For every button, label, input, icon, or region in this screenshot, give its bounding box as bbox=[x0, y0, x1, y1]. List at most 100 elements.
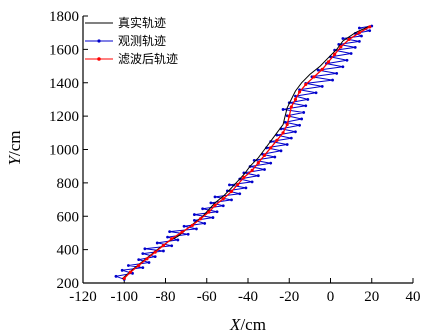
data-point bbox=[180, 230, 184, 234]
y-tick-labels: 200 400 600 800 1000 1200 1400 1600 1800 bbox=[49, 9, 79, 292]
legend-marker-filtered bbox=[97, 57, 101, 61]
data-point bbox=[269, 161, 273, 165]
x-tick-labels: -120 -100 -80 -60 -40 -20 0 20 40 bbox=[69, 289, 420, 305]
data-point bbox=[302, 111, 306, 114]
data-point bbox=[122, 276, 126, 280]
data-point bbox=[182, 224, 186, 228]
data-point bbox=[263, 168, 266, 171]
data-point bbox=[137, 258, 141, 262]
data-point bbox=[281, 108, 285, 111]
data-point bbox=[244, 186, 248, 190]
data-point bbox=[114, 274, 118, 278]
x-tick-label: -40 bbox=[238, 289, 258, 305]
data-point bbox=[326, 60, 331, 64]
data-point bbox=[262, 153, 267, 157]
data-point bbox=[201, 207, 205, 211]
y-axis-title: Y/cm bbox=[5, 131, 24, 166]
data-point bbox=[170, 237, 174, 241]
data-point bbox=[306, 98, 310, 101]
plot-area bbox=[82, 15, 414, 284]
legend-label-observed: 观测轨迹 bbox=[118, 34, 166, 48]
data-point bbox=[143, 247, 147, 251]
legend-label-filtered: 滤波后轨迹 bbox=[118, 52, 178, 66]
y-tick-label: 200 bbox=[57, 276, 80, 292]
data-point bbox=[368, 29, 372, 33]
data-point bbox=[357, 39, 361, 43]
data-point bbox=[198, 217, 203, 221]
data-point bbox=[190, 223, 194, 228]
data-point bbox=[341, 65, 345, 69]
data-point bbox=[289, 105, 293, 109]
y-tick-label: 1000 bbox=[49, 143, 79, 159]
y-tick-label: 1600 bbox=[49, 42, 79, 58]
data-point bbox=[236, 182, 240, 187]
y-tick-label: 800 bbox=[57, 176, 80, 192]
data-point bbox=[161, 243, 166, 248]
data-point bbox=[128, 270, 133, 274]
data-point bbox=[166, 235, 169, 239]
data-point bbox=[145, 257, 149, 261]
data-point bbox=[230, 198, 233, 202]
data-point bbox=[304, 104, 308, 108]
data-point bbox=[120, 268, 124, 272]
data-point bbox=[285, 122, 289, 127]
data-point bbox=[273, 155, 277, 159]
data-point bbox=[320, 67, 324, 71]
data-point bbox=[207, 210, 211, 214]
data-point bbox=[341, 37, 345, 40]
data-point bbox=[283, 120, 287, 124]
data-point bbox=[357, 26, 361, 30]
data-point bbox=[312, 75, 316, 79]
x-axis-label-var: X bbox=[229, 315, 241, 334]
data-point bbox=[353, 45, 357, 49]
data-point bbox=[349, 52, 353, 55]
data-point bbox=[360, 34, 363, 38]
data-point bbox=[176, 238, 180, 242]
y-tick-label: 600 bbox=[57, 209, 80, 225]
data-point bbox=[242, 175, 246, 180]
data-point bbox=[153, 250, 157, 254]
data-point bbox=[298, 123, 301, 127]
y-axis-label: Y/cm bbox=[5, 131, 24, 166]
data-point bbox=[213, 203, 217, 208]
data-point bbox=[126, 264, 130, 267]
y-tick-label: 1200 bbox=[49, 109, 79, 125]
data-point bbox=[289, 136, 293, 140]
data-point bbox=[339, 45, 343, 49]
y-tick-label: 1800 bbox=[49, 9, 79, 25]
data-point bbox=[192, 213, 196, 216]
legend-label-true: 真实轨迹 bbox=[118, 15, 166, 30]
data-point bbox=[213, 195, 217, 199]
data-point bbox=[137, 263, 141, 268]
data-point bbox=[287, 114, 291, 118]
data-point bbox=[168, 230, 172, 234]
x-tick-label: 20 bbox=[364, 289, 379, 305]
data-point bbox=[221, 197, 225, 201]
data-point bbox=[256, 161, 260, 165]
x-axis-label-unit: /cm bbox=[240, 315, 266, 334]
y-axis-label-var: Y bbox=[5, 154, 24, 165]
data-point bbox=[333, 52, 337, 56]
data-point bbox=[170, 244, 174, 248]
data-point bbox=[304, 82, 308, 87]
data-point bbox=[203, 222, 207, 225]
data-point bbox=[215, 210, 219, 214]
data-point bbox=[314, 91, 318, 95]
data-point bbox=[293, 97, 298, 102]
data-point bbox=[297, 90, 302, 94]
data-point bbox=[275, 138, 279, 142]
data-point bbox=[320, 85, 324, 88]
x-tick-label: -60 bbox=[197, 289, 217, 305]
x-tick-label: -20 bbox=[279, 289, 299, 305]
data-point bbox=[335, 72, 339, 75]
legend: 真实轨迹 观测轨迹 滤波后轨迹 bbox=[85, 15, 178, 66]
x-tick-label: -80 bbox=[156, 289, 176, 305]
data-point bbox=[195, 227, 198, 231]
x-axis-title: X/cm bbox=[229, 315, 266, 334]
data-point bbox=[250, 168, 254, 172]
y-axis-label-unit: /cm bbox=[5, 131, 24, 157]
data-point bbox=[211, 216, 215, 219]
data-point bbox=[285, 143, 289, 146]
series-filtered bbox=[122, 25, 372, 280]
data-point bbox=[141, 252, 145, 256]
